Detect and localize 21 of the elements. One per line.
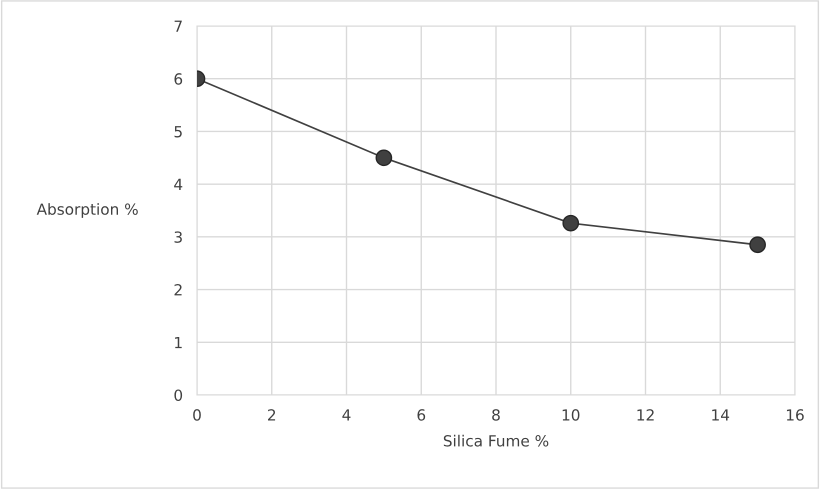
x-tick-label: 12 [637, 409, 654, 420]
x-tick-label: 16 [786, 409, 804, 421]
x-tick-label: 14 [712, 409, 730, 420]
y-tick-label: 5 [174, 126, 182, 138]
x-tick-label: 6 [417, 409, 426, 421]
point [749, 236, 766, 254]
x-tick-label: 10 [562, 409, 580, 421]
y-tick-label: 0 [174, 389, 182, 402]
y-axis-title: Absorption % [36, 203, 138, 218]
x-tick-label: 4 [342, 409, 351, 420]
x-tick-label: 2 [268, 409, 276, 420]
x-tick-label: 8 [492, 409, 500, 421]
x-axis-title: Silica Fume % [444, 434, 548, 447]
y-tick-label: 4 [174, 178, 182, 190]
y-tick-label: 2 [174, 284, 182, 296]
x-tick-label: 0 [193, 409, 201, 421]
y-tick-label: 1 [175, 336, 182, 348]
y-tick-label: 3 [174, 231, 182, 243]
y-tick-label: 6 [174, 73, 182, 85]
y-tick-label: 7 [174, 20, 182, 32]
point [562, 214, 580, 232]
